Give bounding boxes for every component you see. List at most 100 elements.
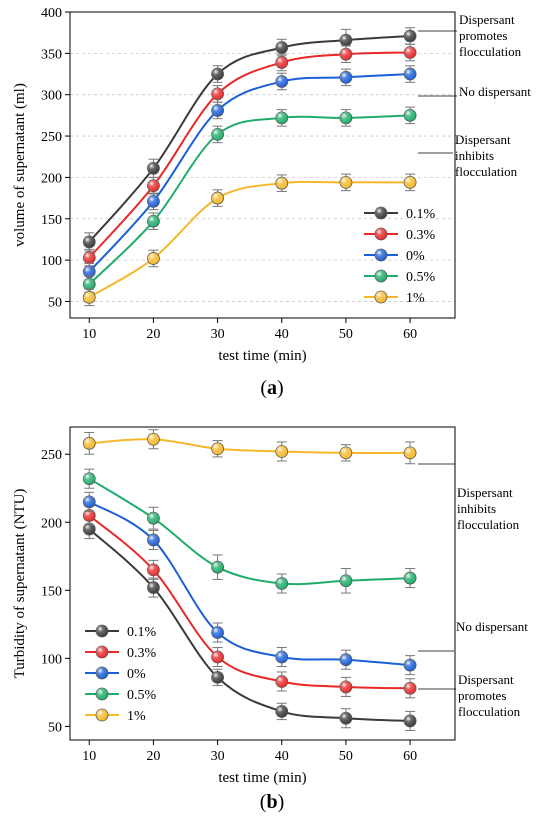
y-tick-label: 200 xyxy=(41,516,62,531)
annotation-text: inhibits xyxy=(457,501,496,516)
data-point-highlight xyxy=(339,680,352,693)
y-tick-label: 100 xyxy=(41,254,62,269)
x-tick-label: 10 xyxy=(82,327,96,342)
data-point-highlight xyxy=(83,495,96,508)
data-point-highlight xyxy=(339,446,352,459)
y-tick-label: 50 xyxy=(48,295,62,310)
data-point-highlight xyxy=(275,111,288,124)
data-point-highlight xyxy=(211,561,224,574)
data-point-highlight xyxy=(147,533,160,546)
legend-marker-highlight xyxy=(96,646,108,658)
data-point-highlight xyxy=(404,682,417,695)
series-line xyxy=(88,114,411,285)
x-tick-label: 20 xyxy=(146,749,160,764)
data-point-highlight xyxy=(404,446,417,459)
chart-panel-a: 10 20 30 40 50 60 50 100 150 200 250 300 350 400 test … xyxy=(12,6,531,399)
data-point-highlight xyxy=(211,650,224,663)
data-point-highlight xyxy=(147,581,160,594)
data-point-highlight xyxy=(83,235,96,248)
legend-label: 0.1% xyxy=(127,625,157,640)
legend-label: 0% xyxy=(127,667,146,682)
data-point-highlight xyxy=(275,650,288,663)
data-point-highlight xyxy=(147,215,160,228)
legend-marker-highlight xyxy=(375,270,387,282)
plot-frame xyxy=(69,426,456,741)
legend-label: 0.3% xyxy=(127,646,157,661)
y-axis-label: Turbidity of supernatant (NTU) xyxy=(12,489,28,679)
annotation-text: flocculation xyxy=(455,164,518,179)
series-line xyxy=(88,73,411,273)
legend-label: 0.5% xyxy=(127,688,157,703)
series-line xyxy=(88,477,411,586)
data-point-highlight xyxy=(83,509,96,522)
x-tick-label: 50 xyxy=(339,327,353,342)
data-point-highlight xyxy=(211,68,224,81)
legend-label: 1% xyxy=(406,291,425,306)
annotation-text: inhibits xyxy=(455,148,494,163)
annotation-text: promotes xyxy=(459,28,507,43)
data-point-highlight xyxy=(339,712,352,725)
annotation-text: flocculation xyxy=(458,704,521,719)
data-point-highlight xyxy=(147,512,160,525)
data-point-highlight xyxy=(211,104,224,117)
data-point-highlight xyxy=(211,128,224,141)
plot-frame xyxy=(69,11,456,319)
data-point-highlight xyxy=(275,177,288,190)
chart-panel-b: 10 20 30 40 50 60 50 100 150 200 250 test time (min… xyxy=(12,426,528,813)
data-point-highlight xyxy=(339,48,352,61)
series-line xyxy=(88,500,411,667)
data-point-highlight xyxy=(211,671,224,684)
data-point-highlight xyxy=(339,176,352,189)
annotation-text: No dispersant xyxy=(459,84,531,99)
annotation-text: No dispersant xyxy=(456,619,528,634)
x-axis-label: test time (min) xyxy=(218,348,306,364)
data-point-highlight xyxy=(275,675,288,688)
annotation-text: Dispersant xyxy=(458,672,514,687)
data-point-highlight xyxy=(339,71,352,84)
legend-marker-highlight xyxy=(375,249,387,261)
data-point-highlight xyxy=(83,291,96,304)
y-tick-label: 300 xyxy=(41,89,62,104)
x-tick-label: 40 xyxy=(275,749,289,764)
y-tick-label: 150 xyxy=(41,584,62,599)
x-tick-label: 40 xyxy=(275,327,289,342)
annotation-text: flocculation xyxy=(459,44,522,59)
data-point-highlight xyxy=(404,714,417,727)
data-point-highlight xyxy=(147,162,160,175)
data-point-highlight xyxy=(339,34,352,47)
data-point-highlight xyxy=(339,111,352,124)
data-point-highlight xyxy=(211,442,224,455)
x-tick-label: 60 xyxy=(403,749,417,764)
legend-marker-highlight xyxy=(375,228,387,240)
y-tick-label: 200 xyxy=(41,171,62,186)
data-point-highlight xyxy=(275,56,288,69)
x-tick-label: 60 xyxy=(403,327,417,342)
data-point-highlight xyxy=(275,41,288,54)
y-tick-label: 400 xyxy=(41,6,62,21)
x-tick-label: 50 xyxy=(339,749,353,764)
legend-marker-highlight xyxy=(375,291,387,303)
annotation-text: promotes xyxy=(458,688,506,703)
y-axis-label: volume of supernatant (ml) xyxy=(12,83,28,247)
y-tick-label: 250 xyxy=(41,448,62,463)
legend-marker-highlight xyxy=(375,207,387,219)
legend-marker-highlight xyxy=(96,625,108,637)
series-line xyxy=(89,438,411,454)
y-tick-label: 150 xyxy=(41,213,62,228)
data-point-highlight xyxy=(83,523,96,536)
y-tick-label: 100 xyxy=(41,652,62,667)
data-point-highlight xyxy=(404,68,417,81)
panel-label: (a) xyxy=(260,377,283,399)
y-tick-label: 250 xyxy=(41,130,62,145)
data-point-highlight xyxy=(404,572,417,585)
y-tick-label: 350 xyxy=(41,47,62,62)
annotation-text: Dispersant xyxy=(455,132,511,147)
series-line xyxy=(88,35,411,243)
data-point-highlight xyxy=(404,659,417,672)
data-point-highlight xyxy=(147,252,160,265)
data-point-highlight xyxy=(147,179,160,192)
series-line xyxy=(88,51,411,259)
y-tick-label: 50 xyxy=(48,720,62,735)
legend-label: 0% xyxy=(406,249,425,264)
